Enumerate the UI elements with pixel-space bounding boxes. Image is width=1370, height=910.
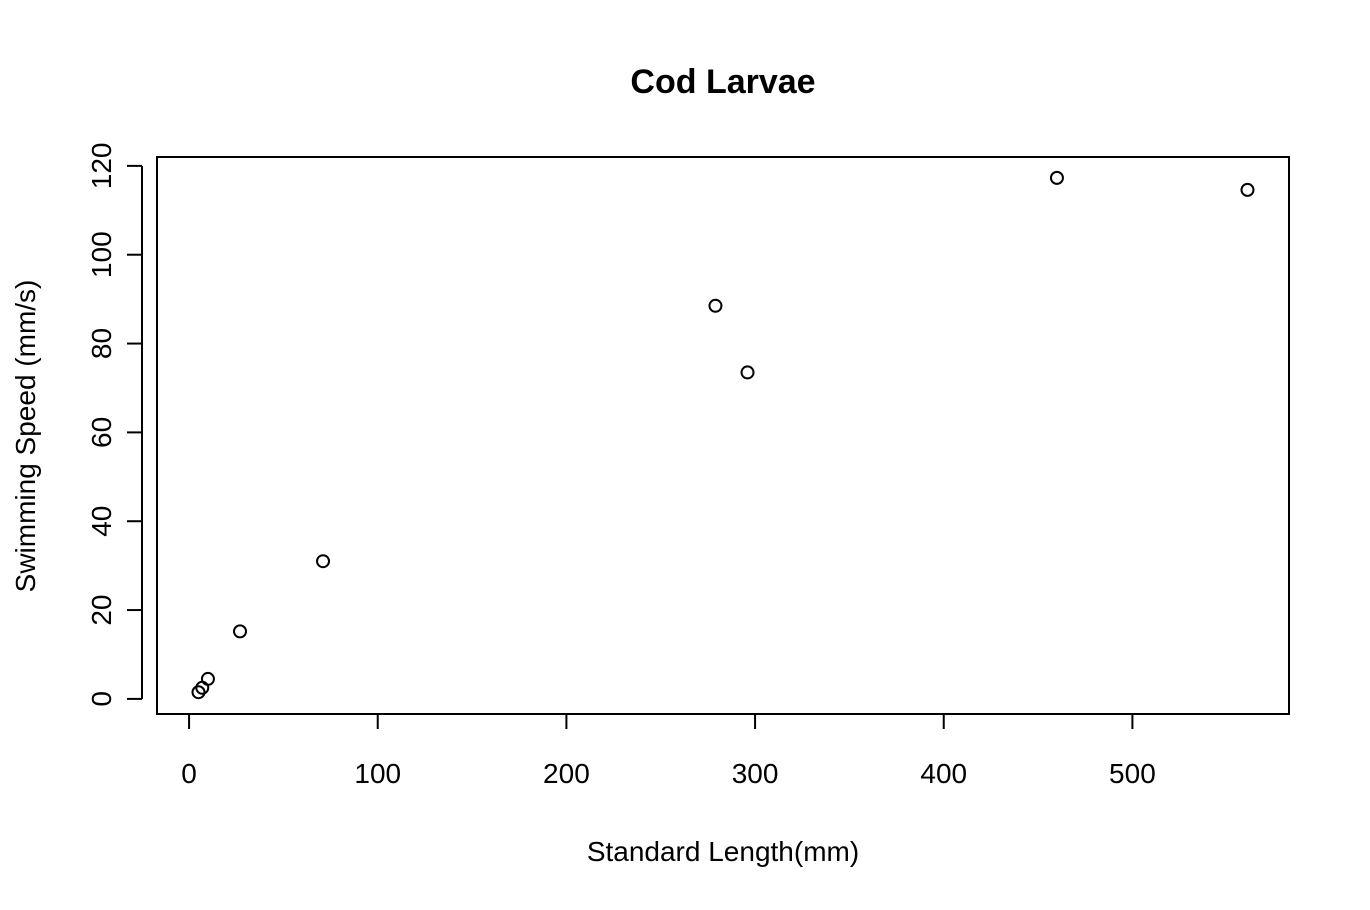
- data-point: [1049, 170, 1064, 185]
- y-tick-label: 20: [86, 594, 117, 625]
- data-point: [740, 365, 755, 380]
- y-tick-label: 60: [86, 417, 117, 448]
- plot-area-frame: [156, 156, 1290, 715]
- data-point: [200, 671, 215, 686]
- data-point: [708, 298, 723, 313]
- data-point: [233, 624, 248, 639]
- x-axis-label: Standard Length(mm): [587, 836, 859, 867]
- x-tick-label: 200: [543, 758, 590, 789]
- y-axis-label: Swimming Speed (mm/s): [10, 280, 41, 593]
- y-tick-label: 120: [86, 143, 117, 190]
- y-axis: 0 20 40 60 80 100 120: [86, 143, 143, 707]
- x-tick-label: 400: [920, 758, 967, 789]
- y-tick-label: 100: [86, 231, 117, 278]
- data-point: [316, 554, 331, 569]
- x-tick-label: 300: [732, 758, 779, 789]
- data-points: [191, 170, 1255, 700]
- x-axis: 0 100 200 300 400 500: [181, 713, 1156, 789]
- chart-title: Cod Larvae: [630, 63, 815, 101]
- x-tick-label: 100: [354, 758, 401, 789]
- y-tick-label: 40: [86, 506, 117, 537]
- data-point: [1240, 182, 1255, 197]
- y-tick-label: 0: [86, 691, 117, 707]
- y-tick-label: 80: [86, 328, 117, 359]
- data-point: [191, 685, 206, 700]
- x-tick-label: 0: [181, 758, 197, 789]
- x-tick-label: 500: [1109, 758, 1156, 789]
